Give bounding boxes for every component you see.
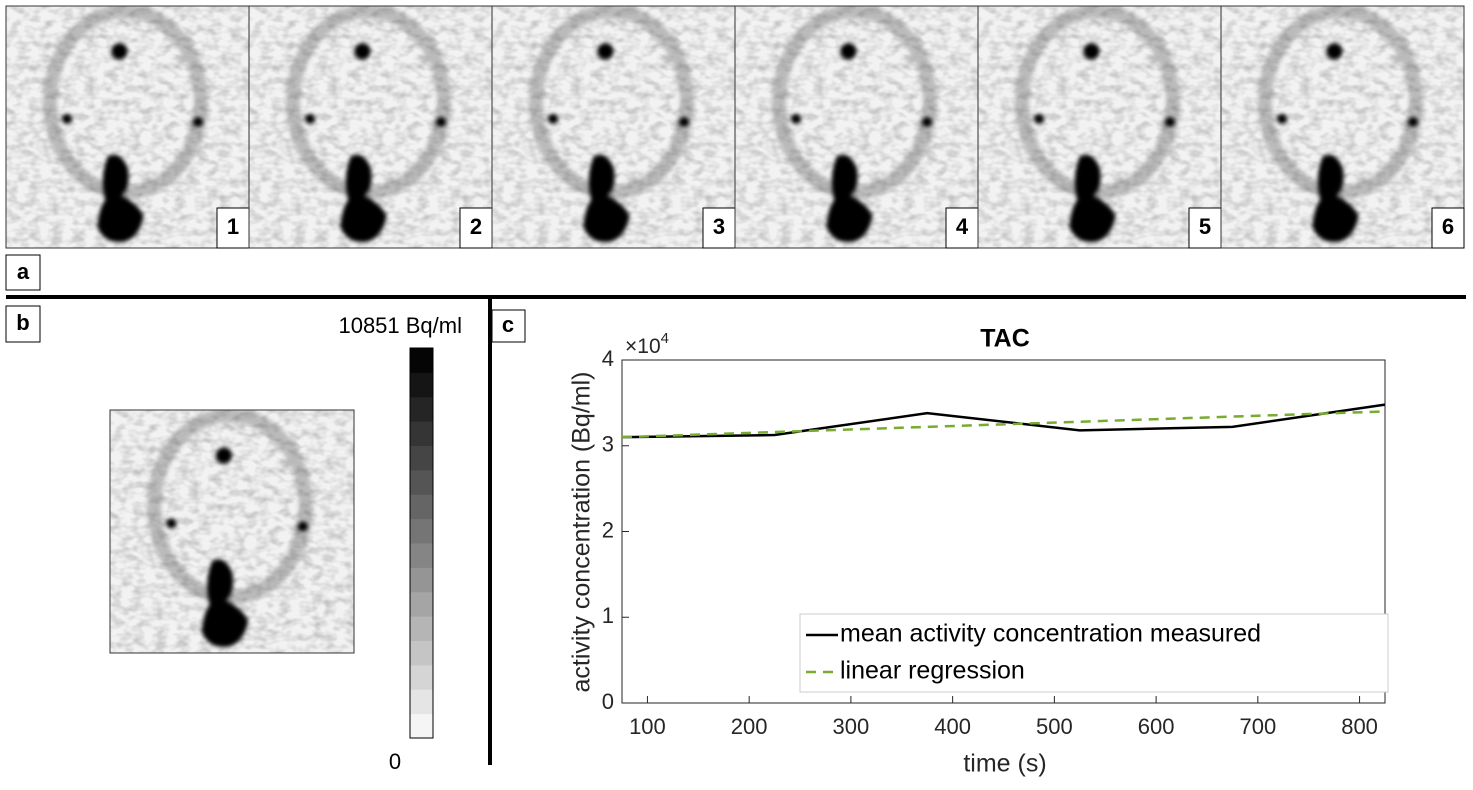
colorbar-step bbox=[410, 348, 433, 373]
x-tick-label: 100 bbox=[629, 714, 666, 739]
summed-image bbox=[111, 410, 354, 653]
y-tick-label: 1 bbox=[602, 603, 614, 628]
frame-label-box bbox=[702, 207, 736, 249]
colorbar-step bbox=[410, 421, 433, 446]
panel-label: c bbox=[502, 312, 514, 337]
frame-label: 6 bbox=[1442, 214, 1454, 239]
colorbar-step bbox=[410, 689, 433, 715]
colorbar-max: 10851 Bq/ml bbox=[338, 313, 462, 338]
colorbar-step bbox=[410, 445, 433, 471]
y-multiplier: ×104 bbox=[625, 330, 669, 358]
frame-image bbox=[493, 6, 735, 248]
x-tick-label: 600 bbox=[1138, 714, 1175, 739]
series-line bbox=[621, 403, 1386, 439]
y-tick-label: 0 bbox=[602, 689, 614, 714]
panel-label: a bbox=[17, 259, 30, 284]
colorbar-step bbox=[410, 640, 433, 666]
frame-label-box bbox=[1188, 207, 1222, 249]
y-tick-label: 4 bbox=[602, 346, 614, 371]
colorbar bbox=[410, 348, 433, 739]
colorbar-step bbox=[410, 616, 433, 641]
frame-strip: 1 2 3 4 5 6 bbox=[5, 5, 1465, 249]
frame-label-box bbox=[1431, 207, 1465, 249]
chart-title: TAC bbox=[980, 325, 1030, 353]
y-tick-label: 2 bbox=[602, 517, 614, 542]
frame-label-box bbox=[459, 207, 493, 249]
panel-label-box bbox=[5, 254, 41, 291]
panel-label: b bbox=[16, 310, 29, 335]
colorbar-step bbox=[410, 591, 433, 617]
x-tick-label: 400 bbox=[934, 714, 971, 739]
legend-box bbox=[799, 613, 1389, 693]
frame-label-box bbox=[216, 207, 250, 249]
panel-label-box bbox=[5, 305, 41, 343]
frame-label: 2 bbox=[470, 214, 482, 239]
colorbar-step bbox=[410, 469, 433, 495]
y-multiplier-base: ×10 bbox=[625, 335, 661, 358]
colorbar-step bbox=[410, 567, 433, 593]
colorbar-step bbox=[410, 713, 433, 739]
colorbar-step bbox=[410, 518, 433, 544]
legend-label: mean activity concentration measured bbox=[840, 620, 1261, 648]
colorbar-border bbox=[409, 347, 434, 739]
colorbar-step bbox=[410, 494, 433, 520]
frame-image bbox=[736, 6, 978, 248]
x-tick-label: 700 bbox=[1239, 714, 1276, 739]
y-multiplier-exponent: 4 bbox=[661, 330, 669, 347]
colorbar-step bbox=[410, 664, 433, 690]
frame-border bbox=[1220, 5, 1465, 249]
image-border bbox=[109, 409, 355, 654]
x-tick-label: 500 bbox=[1036, 714, 1073, 739]
panel-label-box bbox=[491, 309, 526, 343]
series-line bbox=[621, 410, 1386, 439]
frame-image bbox=[979, 6, 1221, 248]
frame-label: 1 bbox=[227, 214, 239, 239]
frame-image bbox=[250, 6, 492, 248]
frame-image bbox=[7, 6, 249, 248]
divider bbox=[488, 297, 492, 765]
y-tick-label: 3 bbox=[602, 432, 614, 457]
divider bbox=[6, 295, 1466, 299]
x-tick-label: 800 bbox=[1341, 714, 1378, 739]
frame-label: 5 bbox=[1199, 214, 1211, 239]
colorbar-min: 0 bbox=[389, 749, 401, 774]
colorbar-step bbox=[410, 543, 433, 568]
colorbar-step bbox=[410, 372, 433, 398]
y-axis-label: activity concentration (Bq/ml) bbox=[568, 372, 596, 693]
legend-label: linear regression bbox=[840, 657, 1025, 685]
frame-label: 4 bbox=[956, 214, 969, 239]
x-tick-label: 200 bbox=[731, 714, 768, 739]
x-tick-label: 300 bbox=[833, 714, 870, 739]
frame-image bbox=[1222, 6, 1464, 248]
frame-label: 3 bbox=[713, 214, 725, 239]
colorbar-step bbox=[410, 396, 433, 422]
x-axis-label: time (s) bbox=[963, 750, 1046, 778]
